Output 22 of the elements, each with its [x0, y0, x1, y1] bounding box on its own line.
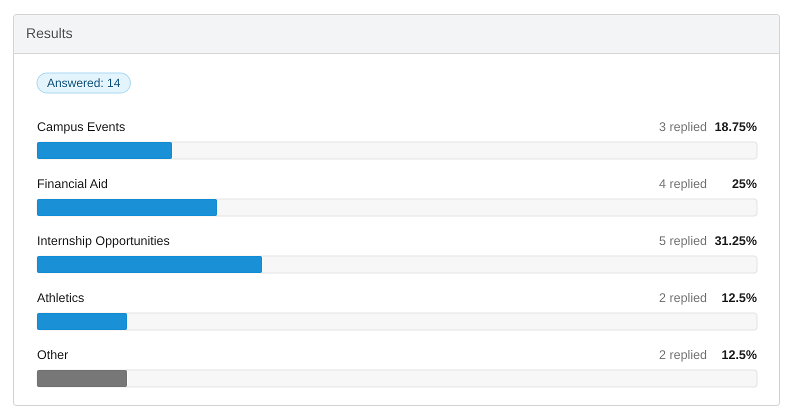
y-tick-label: Other: [37, 348, 68, 362]
y-tick-label: Campus Events: [37, 120, 126, 134]
bar: [37, 256, 262, 273]
y-tick-label: Athletics: [37, 291, 84, 305]
text: Answered: 14: [47, 76, 121, 90]
data-label: 12.5%: [722, 291, 757, 305]
data-label: 25%: [732, 177, 757, 191]
data-label: 18.75%: [714, 120, 757, 134]
annotation: 3 replied: [659, 120, 708, 134]
annotation: 5 replied: [659, 234, 708, 248]
annotation: 4 replied: [659, 177, 708, 191]
bar: [37, 142, 172, 159]
chart-title: Results: [26, 25, 73, 41]
annotation: 2 replied: [659, 291, 708, 305]
data-label: 31.25%: [714, 234, 757, 248]
bar: [37, 313, 127, 330]
annotation: 2 replied: [659, 348, 708, 362]
y-tick-label: Financial Aid: [37, 177, 108, 191]
data-label: 12.5%: [722, 348, 757, 362]
bar: [37, 199, 217, 216]
bar: [37, 370, 127, 387]
y-tick-label: Internship Opportunities: [37, 234, 170, 248]
